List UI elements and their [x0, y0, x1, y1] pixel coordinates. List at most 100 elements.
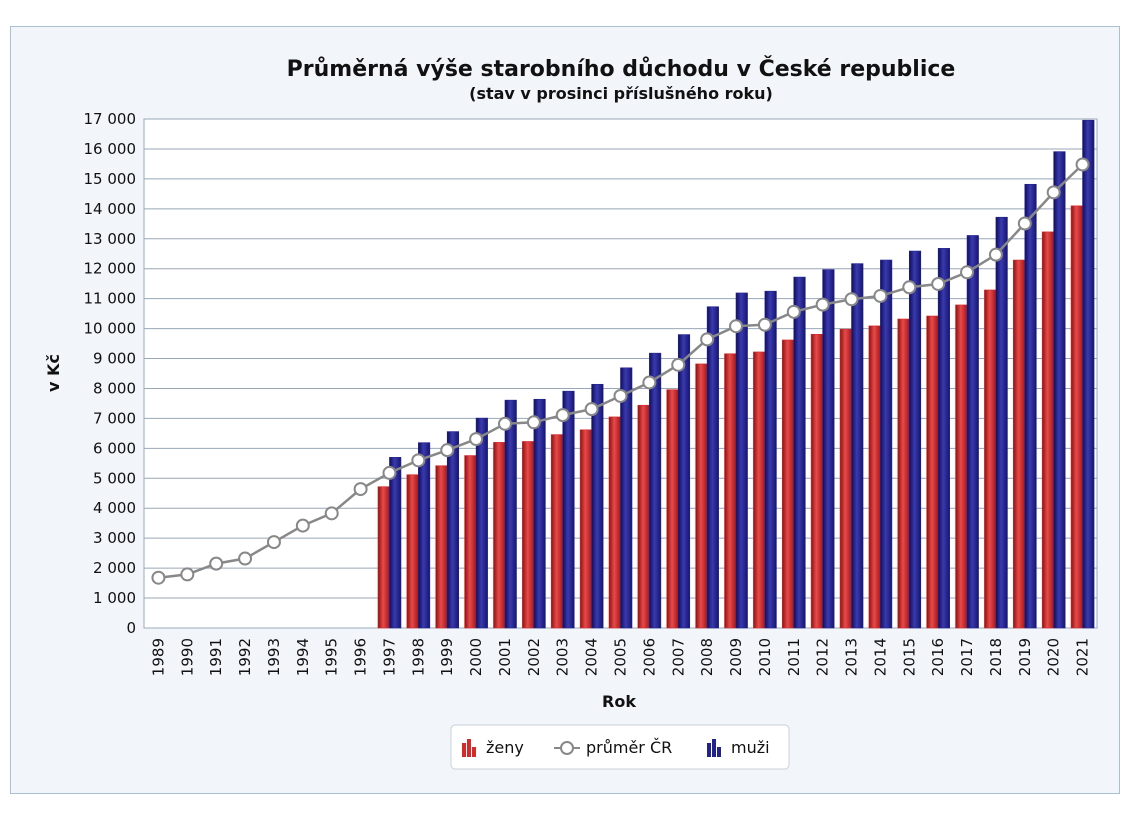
y-tick-label: 8 000: [93, 379, 136, 397]
x-tick-label: 1999: [438, 638, 456, 676]
x-tick-label: 2019: [1016, 638, 1034, 676]
x-tick-labels: 1989 1990 1991 1992 1993 1994 1995 1996 1997 1998…: [149, 638, 1091, 676]
point-prumer: [526, 415, 541, 430]
x-tick-label: 2013: [843, 638, 861, 676]
x-tick-label: 2014: [871, 638, 889, 676]
x-tick-label: 1998: [409, 638, 427, 676]
bar-zeny: [810, 333, 823, 629]
point-prumer: [324, 506, 339, 521]
y-tick-label: 3 000: [93, 529, 136, 547]
point-prumer: [497, 416, 512, 431]
bar-muzi: [649, 352, 662, 629]
x-axis-title: Rok: [602, 692, 636, 711]
bar-muzi: [908, 250, 922, 629]
x-tick-label: 2006: [640, 638, 658, 676]
x-tick-label: 2015: [900, 638, 918, 676]
bar-zeny: [1070, 205, 1083, 629]
bar-muzi: [764, 290, 777, 629]
bar-zeny: [753, 351, 766, 629]
bar-zeny: [666, 389, 679, 629]
point-prumer: [382, 465, 397, 480]
bar-muzi: [706, 306, 719, 629]
x-tick-label: 2008: [698, 638, 716, 676]
bar-muzi: [591, 383, 604, 629]
point-prumer: [1017, 216, 1032, 231]
bar-muzi: [1024, 183, 1037, 629]
y-tick-label: 4 000: [93, 499, 136, 517]
point-prumer: [786, 304, 801, 319]
y-tick-label: 14 000: [84, 200, 137, 218]
point-prumer: [1075, 157, 1090, 172]
y-tick-label: 6 000: [93, 439, 136, 457]
legend-item-prumer: průměr ČR: [554, 738, 672, 757]
point-prumer: [757, 317, 772, 332]
bar-zeny: [377, 486, 390, 629]
bar-muzi: [1082, 119, 1095, 629]
y-tick-label: 12 000: [84, 260, 137, 278]
y-tick-label: 0: [126, 619, 136, 637]
legend-item-zeny: ženy: [462, 738, 524, 757]
x-tick-label: 1994: [294, 638, 312, 676]
x-tick-label: 1995: [323, 638, 341, 676]
point-prumer: [844, 292, 859, 307]
bar-muzi: [995, 216, 1008, 629]
point-prumer: [671, 357, 686, 372]
point-prumer: [440, 443, 455, 458]
legend-bar-icon-muzi: [707, 739, 721, 757]
point-prumer: [209, 556, 224, 571]
point-prumer: [584, 402, 599, 417]
point-prumer: [238, 551, 253, 566]
x-tick-label: 1992: [236, 638, 254, 676]
point-prumer: [469, 432, 484, 447]
chart-title: Průměrná výše starobního důchodu v České…: [287, 56, 956, 82]
bar-muzi: [620, 367, 633, 629]
y-tick-label: 11 000: [84, 290, 137, 308]
x-tick-label: 2012: [814, 638, 832, 676]
bar-muzi: [677, 334, 691, 629]
point-prumer: [555, 408, 570, 423]
bar-zeny: [781, 339, 795, 629]
point-prumer: [700, 332, 715, 347]
y-tick-label: 16 000: [84, 140, 137, 158]
y-tick-label: 13 000: [84, 230, 137, 248]
bar-muzi: [851, 263, 864, 629]
x-tick-label: 2021: [1074, 638, 1092, 676]
bar-zeny: [926, 315, 939, 629]
bar-muzi: [446, 431, 460, 629]
bar-muzi: [475, 417, 488, 629]
x-tick-label: 2017: [958, 638, 976, 676]
bar-zeny: [955, 304, 968, 629]
y-axis-title: v Kč: [44, 354, 63, 392]
bar-zeny: [897, 318, 910, 629]
bar-zeny: [868, 325, 881, 629]
x-tick-label: 2004: [583, 638, 601, 676]
x-tick-label: 2002: [525, 638, 543, 676]
legend-label-muzi: muži: [731, 738, 770, 757]
x-tick-label: 1989: [149, 638, 167, 676]
x-tick-label: 1997: [380, 638, 398, 676]
bar-zeny: [579, 429, 592, 629]
y-tick-label: 10 000: [84, 320, 137, 338]
point-prumer: [642, 375, 657, 390]
chart-svg: Průměrná výše starobního důchodu v České…: [44, 56, 1098, 770]
legend-label-zeny: ženy: [486, 738, 524, 757]
bar-zeny: [724, 353, 737, 629]
bar-zeny: [984, 289, 997, 629]
x-tick-label: 2016: [929, 638, 947, 676]
bar-muzi: [793, 276, 806, 629]
bar-muzi: [389, 457, 402, 629]
point-prumer: [988, 247, 1003, 262]
x-tick-label: 2010: [756, 638, 774, 676]
x-tick-label: 1991: [207, 638, 225, 676]
bar-zeny: [550, 434, 564, 629]
point-prumer: [729, 319, 744, 334]
bar-muzi: [735, 292, 748, 629]
bars: [377, 119, 1095, 629]
legend-box: [450, 724, 790, 770]
point-prumer: [960, 265, 975, 280]
x-tick-label: 2011: [785, 638, 803, 676]
point-prumer: [613, 388, 628, 403]
bar-zeny: [1013, 259, 1026, 629]
y-tick-label: 7 000: [93, 409, 136, 427]
bar-muzi: [880, 259, 893, 629]
